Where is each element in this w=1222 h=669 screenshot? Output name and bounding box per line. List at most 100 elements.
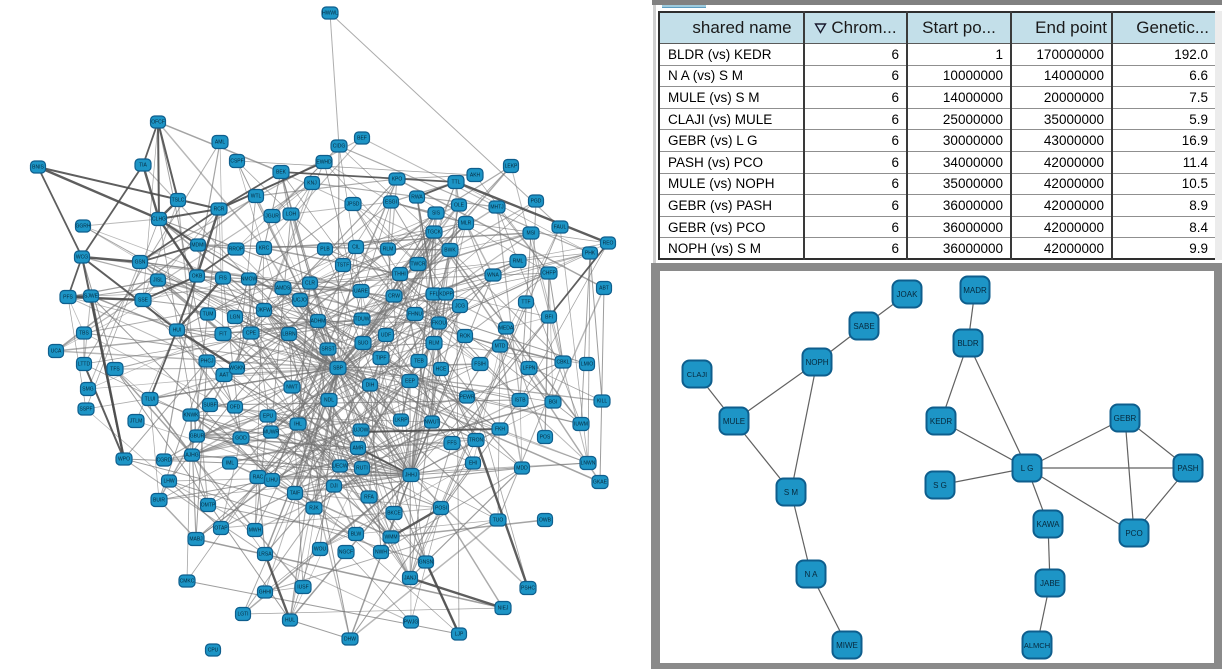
svg-text:TBS: TBS xyxy=(79,331,89,337)
svg-text:JGUR: JGUR xyxy=(265,214,279,220)
svg-text:THHI: THHI xyxy=(394,272,406,278)
svg-text:FKH: FKH xyxy=(495,427,505,433)
svg-text:L G: L G xyxy=(1021,464,1034,473)
svg-text:PLB: PLB xyxy=(320,247,330,253)
svg-text:SUBF: SUBF xyxy=(203,403,216,409)
svg-text:HUL: HUL xyxy=(285,618,295,624)
svg-text:PWJG: PWJG xyxy=(404,620,419,626)
svg-text:BLDR: BLDR xyxy=(957,339,979,348)
svg-text:PSHC: PSHC xyxy=(521,586,535,592)
svg-text:AMR: AMR xyxy=(352,446,364,452)
svg-text:LRSA: LRSA xyxy=(258,552,272,558)
svg-text:GSN: GSN xyxy=(135,260,146,266)
svg-text:BEF: BEF xyxy=(357,136,367,142)
svg-text:PASH: PASH xyxy=(1177,464,1198,473)
svg-text:TGCK: TGCK xyxy=(427,230,442,236)
svg-text:AKH: AKH xyxy=(470,173,481,179)
svg-text:LKRP: LKRP xyxy=(394,418,408,424)
svg-text:TIA: TIA xyxy=(139,163,147,169)
svg-text:WMM: WMM xyxy=(384,535,397,541)
svg-text:PFS: PFS xyxy=(63,295,73,301)
svg-text:JOAK: JOAK xyxy=(897,290,919,299)
svg-text:TRON: TRON xyxy=(469,438,484,444)
svg-text:BUIR: BUIR xyxy=(153,498,165,504)
svg-text:MHTJ: MHTJ xyxy=(490,205,504,211)
svg-text:TDUW: TDUW xyxy=(355,317,370,323)
svg-text:KILL: KILL xyxy=(597,399,608,405)
svg-text:GNSN: GNSN xyxy=(419,560,434,566)
svg-text:TTF: TTF xyxy=(521,300,530,306)
svg-text:SABE: SABE xyxy=(853,322,874,331)
svg-text:POSI: POSI xyxy=(435,506,447,512)
svg-text:BFI: BFI xyxy=(545,315,553,321)
svg-text:MIWE: MIWE xyxy=(836,641,858,650)
svg-text:CGRD: CGRD xyxy=(157,458,172,464)
svg-text:SSPF: SSPF xyxy=(79,407,92,413)
svg-text:UECW: UECW xyxy=(332,464,348,470)
svg-text:ABT: ABT xyxy=(599,286,609,292)
svg-text:S M: S M xyxy=(784,488,799,497)
svg-text:MDMI: MDMI xyxy=(191,243,204,249)
svg-text:DJI: DJI xyxy=(330,484,338,490)
svg-text:FHNU: FHNU xyxy=(408,312,422,318)
svg-text:SJWE: SJWE xyxy=(84,294,99,300)
svg-text:KDPP: KDPP xyxy=(439,292,453,298)
svg-text:UJOW: UJOW xyxy=(354,428,369,434)
svg-text:MWH: MWH xyxy=(249,528,262,534)
svg-text:IML: IML xyxy=(226,461,235,467)
svg-text:AJHG: AJHG xyxy=(185,453,198,459)
svg-text:BNIS: BNIS xyxy=(32,165,44,171)
svg-text:IHL: IHL xyxy=(294,422,302,428)
svg-text:GOD: GOD xyxy=(235,436,247,442)
svg-text:UCJO: UCJO xyxy=(293,298,307,304)
svg-text:TLUI: TLUI xyxy=(145,397,156,403)
svg-text:LMIO: LMIO xyxy=(581,362,593,368)
svg-text:RROP: RROP xyxy=(229,247,244,253)
svg-text:FFL: FFL xyxy=(430,292,439,298)
svg-text:S G: S G xyxy=(933,481,947,490)
svg-text:NWH: NWH xyxy=(375,550,387,556)
svg-text:FIS: FIS xyxy=(219,276,227,282)
svg-text:OLE: OLE xyxy=(454,203,465,209)
svg-text:WOU: WOU xyxy=(314,547,327,553)
svg-text:IUSF: IUSF xyxy=(297,585,308,591)
svg-text:FSIH: FSIH xyxy=(474,362,486,368)
svg-text:WTL: WTL xyxy=(251,194,262,200)
svg-text:UCA: UCA xyxy=(51,349,62,355)
svg-text:JISL: JISL xyxy=(153,278,163,284)
svg-text:KNJ: KNJ xyxy=(307,181,317,187)
svg-text:TUO: TUO xyxy=(493,518,504,524)
svg-text:AAT: AAT xyxy=(219,373,228,379)
svg-text:KNWK: KNWK xyxy=(184,413,200,419)
svg-text:NIEJ: NIEJ xyxy=(498,606,509,612)
svg-text:EEP: EEP xyxy=(405,379,416,385)
svg-text:LGN: LGN xyxy=(230,315,241,321)
svg-text:MDD: MDD xyxy=(516,466,528,472)
svg-text:CIDG: CIDG xyxy=(333,144,346,150)
svg-text:LOH: LOH xyxy=(286,212,297,218)
svg-text:WCG: WCG xyxy=(76,255,88,261)
svg-text:REO: REO xyxy=(603,241,614,247)
svg-text:HCE: HCE xyxy=(436,367,447,373)
svg-text:LFPN: LFPN xyxy=(523,366,536,372)
svg-text:CLAJI: CLAJI xyxy=(687,370,707,379)
svg-text:SBP: SBP xyxy=(333,366,344,372)
svg-text:PEWR: PEWR xyxy=(460,395,475,401)
svg-text:TWCR: TWCR xyxy=(411,262,426,268)
svg-text:CPU: CPU xyxy=(208,648,219,654)
svg-text:ADHM: ADHM xyxy=(311,319,326,325)
svg-text:JABE: JABE xyxy=(1040,579,1060,588)
svg-text:MEDA: MEDA xyxy=(499,326,514,332)
svg-text:CIL: CIL xyxy=(352,245,360,251)
svg-text:KRC: KRC xyxy=(259,246,270,252)
svg-text:RML: RML xyxy=(513,259,524,265)
svg-text:KAWA: KAWA xyxy=(1037,520,1061,529)
svg-text:KEDR: KEDR xyxy=(930,417,952,426)
svg-text:PCO: PCO xyxy=(1125,529,1142,538)
svg-text:LTTD: LTTD xyxy=(78,362,91,368)
svg-text:HWWL: HWWL xyxy=(322,11,338,17)
svg-text:NWUT: NWUT xyxy=(425,420,440,426)
svg-text:OMTP: OMTP xyxy=(201,503,216,509)
svg-text:JHHJ: JHHJ xyxy=(405,473,418,479)
svg-text:KPO: KPO xyxy=(392,177,403,183)
